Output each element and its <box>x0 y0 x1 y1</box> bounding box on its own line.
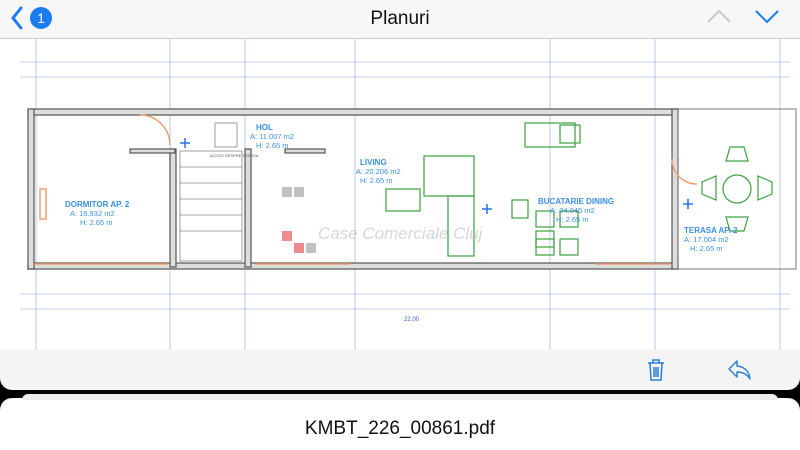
room-name-hol: HOL <box>256 123 273 132</box>
navigation-bar: 1 Planuri <box>0 0 800 39</box>
room-area-living: A: 20.206 m2 <box>356 167 401 176</box>
room-height-terasa: H: 2.65 m <box>690 244 723 253</box>
back-count-badge: 1 <box>30 7 52 29</box>
card-stack-edge <box>22 394 778 400</box>
overall-dimension: 22.00 <box>404 317 420 323</box>
room-height-bucatarie: H: 2.65 m <box>556 215 589 224</box>
room-name-bucatarie: BUCATARIE DINING <box>538 197 614 206</box>
back-button[interactable]: 1 <box>10 6 52 30</box>
room-area-hol: A: 11.007 m2 <box>250 132 294 141</box>
chevron-down-icon[interactable] <box>754 8 780 24</box>
pdf-page-view[interactable]: 22.00 <box>0 39 800 350</box>
room-name-terasa: TERASA AP. 2 <box>684 226 738 235</box>
chevron-up-icon[interactable] <box>706 8 732 24</box>
floor-plan: 22.00 <box>20 39 797 350</box>
room-name-dormitor: DORMITOR AP. 2 <box>65 200 130 209</box>
room-area-terasa: A: 17.004 m2 <box>684 235 729 244</box>
bottom-toolbar <box>0 350 800 390</box>
room-area-bucatarie: A: 24.045 m2 <box>550 206 595 215</box>
room-name-living: LIVING <box>360 158 387 167</box>
reply-icon[interactable] <box>727 358 753 382</box>
chevron-left-icon <box>11 6 23 30</box>
trash-icon[interactable] <box>645 358 667 382</box>
room-height-dormitor: H: 2.65 m <box>80 218 113 227</box>
watermark-logo: Case Comerciale Cluj <box>282 187 484 253</box>
file-name: KMBT_226_00861.pdf <box>304 418 496 439</box>
room-height-living: H: 2.65 m <box>360 176 393 185</box>
room-area-dormitor: A: 16.932 m2 <box>70 209 115 218</box>
watermark-text: Case Comerciale Cluj <box>318 224 484 243</box>
room-height-hol: H: 2.65 m <box>256 141 289 150</box>
file-card[interactable]: KMBT_226_00861.pdf <box>0 394 800 450</box>
page-title: Planuri <box>370 8 430 29</box>
stair-access-label: ACCES DESPRE TERASA <box>210 153 259 158</box>
